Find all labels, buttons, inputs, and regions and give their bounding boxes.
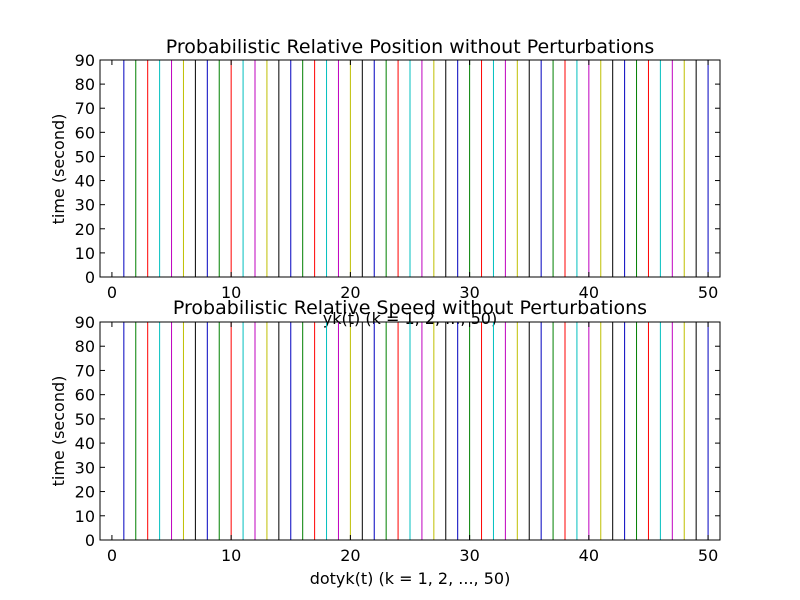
x-tick-label: 50 [698, 283, 718, 302]
plot-frame [99, 59, 721, 278]
y-tick-label: 0 [85, 531, 95, 550]
position-plot: Probabilistic Relative Position without … [49, 36, 721, 328]
chart-title: Probabilistic Relative Position without … [166, 36, 655, 58]
y-tick-label: 50 [75, 410, 95, 429]
y-tick-label: 60 [75, 386, 95, 405]
x-tick-label: 20 [340, 546, 360, 565]
speed-plot: time (second) dotyk(t) (k = 1, 2, ..., 5… [49, 297, 721, 588]
plot-frame [99, 321, 721, 541]
y-tick-label: 10 [75, 507, 95, 526]
x-tick-label: 10 [221, 546, 241, 565]
y-tick-label: 70 [75, 361, 95, 380]
x-tick-label: 30 [459, 546, 479, 565]
x-axis-label: yk(t) (k = 1, 2, ..., 50) [323, 309, 497, 328]
x-tick-label: 20 [340, 283, 360, 302]
x-tick-label: 0 [107, 283, 117, 302]
y-axis-label: time (second) [49, 376, 68, 487]
series-lines [123, 60, 709, 277]
axis-ticks: 0 10 20 30 40 50 0 10 20 30 40 50 60 70 80 90 [75, 313, 720, 565]
series-lines [123, 322, 709, 540]
y-tick-label: 60 [75, 123, 95, 142]
y-tick-label: 80 [75, 75, 95, 94]
x-tick-label: 40 [579, 283, 599, 302]
x-tick-label: 10 [221, 283, 241, 302]
y-tick-label: 20 [75, 220, 95, 239]
x-tick-label: 50 [698, 546, 718, 565]
axis-ticks: 0 10 20 30 40 50 0 10 20 30 40 50 60 70 80 90 [75, 51, 720, 302]
y-tick-label: 30 [75, 458, 95, 477]
y-axis-label: time (second) [49, 114, 68, 225]
y-tick-label: 50 [75, 147, 95, 166]
x-tick-label: 40 [579, 546, 599, 565]
chart-title: Probabilistic Relative Speed without Per… [173, 297, 647, 319]
y-tick-label: 20 [75, 483, 95, 502]
x-tick-label: 0 [107, 546, 117, 565]
y-tick-label: 40 [75, 434, 95, 453]
y-tick-label: 0 [85, 268, 95, 287]
y-tick-label: 70 [75, 99, 95, 118]
y-tick-label: 90 [75, 313, 95, 332]
y-tick-label: 90 [75, 51, 95, 70]
y-tick-label: 10 [75, 244, 95, 263]
x-tick-label: 30 [459, 283, 479, 302]
y-tick-label: 40 [75, 172, 95, 191]
x-axis-label: dotyk(t) (k = 1, 2, ..., 50) [310, 569, 511, 588]
y-tick-label: 80 [75, 337, 95, 356]
y-tick-label: 30 [75, 196, 95, 215]
